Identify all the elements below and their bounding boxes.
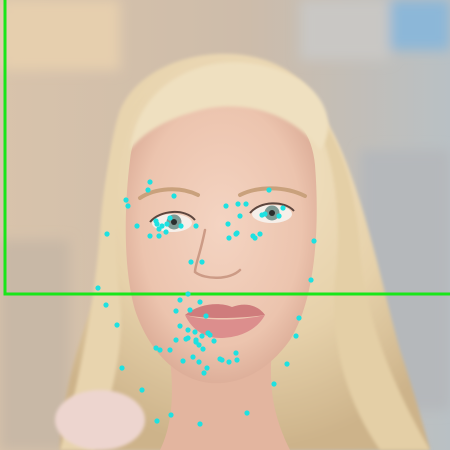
landmark-point	[139, 387, 145, 393]
landmark-point	[293, 333, 299, 339]
landmark-point	[180, 358, 186, 364]
landmark-point	[154, 418, 160, 424]
landmark-point	[276, 213, 282, 219]
landmark-point	[207, 332, 213, 338]
landmark-point	[104, 231, 110, 237]
landmark-point	[171, 193, 177, 199]
landmark-point	[173, 337, 179, 343]
landmark-point	[280, 205, 286, 211]
landmark-point	[211, 338, 217, 344]
landmark-point	[123, 197, 129, 203]
landmark-point	[237, 213, 243, 219]
landmark-point	[196, 359, 202, 365]
landmark-point	[296, 315, 302, 321]
landmark-point	[185, 327, 191, 333]
landmark-point	[193, 223, 199, 229]
landmark-point	[193, 337, 199, 343]
landmark-point	[308, 277, 314, 283]
landmark-point	[156, 226, 162, 232]
landmark-point	[185, 335, 191, 341]
landmark-point	[223, 203, 229, 209]
landmark-point	[199, 259, 205, 265]
landmark-point	[235, 201, 241, 207]
landmark-point	[164, 221, 170, 227]
landmark-point	[225, 221, 231, 227]
landmark-point	[178, 223, 184, 229]
hair-front-left	[60, 90, 150, 450]
eyebrow-left	[138, 187, 200, 200]
landmark-point	[233, 231, 239, 237]
landmark-point	[103, 302, 109, 308]
landmark-point	[177, 297, 183, 303]
landmark-point	[163, 229, 169, 235]
landmark-point	[114, 322, 120, 328]
hair-top	[130, 62, 329, 150]
landmark-point	[177, 323, 183, 329]
landmark-point	[167, 347, 173, 353]
landmark-point	[271, 381, 277, 387]
landmark-point	[95, 285, 101, 291]
landmark-point	[173, 308, 179, 314]
eyebrow-right	[238, 186, 307, 198]
landmark-point	[192, 329, 198, 335]
landmark-point	[233, 350, 239, 356]
landmark-point	[147, 179, 153, 185]
landmark-point	[125, 203, 131, 209]
landmark-point	[134, 223, 140, 229]
landmark-point	[204, 365, 210, 371]
landmark-point	[234, 357, 240, 363]
landmark-point	[147, 233, 153, 239]
landmark-point	[217, 356, 223, 362]
landmark-overlay	[95, 179, 317, 427]
landmark-point	[156, 233, 162, 239]
landmark-point	[157, 347, 163, 353]
landmark-point	[284, 361, 290, 367]
nose	[193, 228, 242, 279]
landmark-point	[262, 211, 268, 217]
face	[125, 95, 317, 384]
landmark-point	[154, 221, 160, 227]
landmark-point	[197, 421, 203, 427]
landmark-point	[190, 354, 196, 360]
hair-front-right	[280, 85, 430, 450]
landmark-point	[201, 370, 207, 376]
landmark-point	[257, 231, 263, 237]
landmark-point	[187, 307, 193, 313]
landmark-point	[200, 346, 206, 352]
landmark-point	[153, 345, 159, 351]
shoulder-fur	[55, 390, 145, 450]
landmark-point	[199, 333, 205, 339]
landmark-point	[197, 299, 203, 305]
landmark-point	[244, 410, 250, 416]
landmark-point	[243, 201, 249, 207]
landmark-point	[252, 235, 258, 241]
landmark-point	[167, 215, 173, 221]
face-bounding-box	[3, 0, 450, 296]
landmark-point	[188, 259, 194, 265]
landmark-point	[185, 291, 191, 297]
landmark-point	[226, 235, 232, 241]
landmark-point	[145, 187, 151, 193]
landmark-point	[226, 359, 232, 365]
landmark-point	[311, 238, 317, 244]
landmark-point	[266, 187, 272, 193]
landmark-point	[196, 342, 202, 348]
landmark-point	[168, 412, 174, 418]
landmark-point	[203, 313, 209, 319]
landmark-point	[119, 365, 125, 371]
